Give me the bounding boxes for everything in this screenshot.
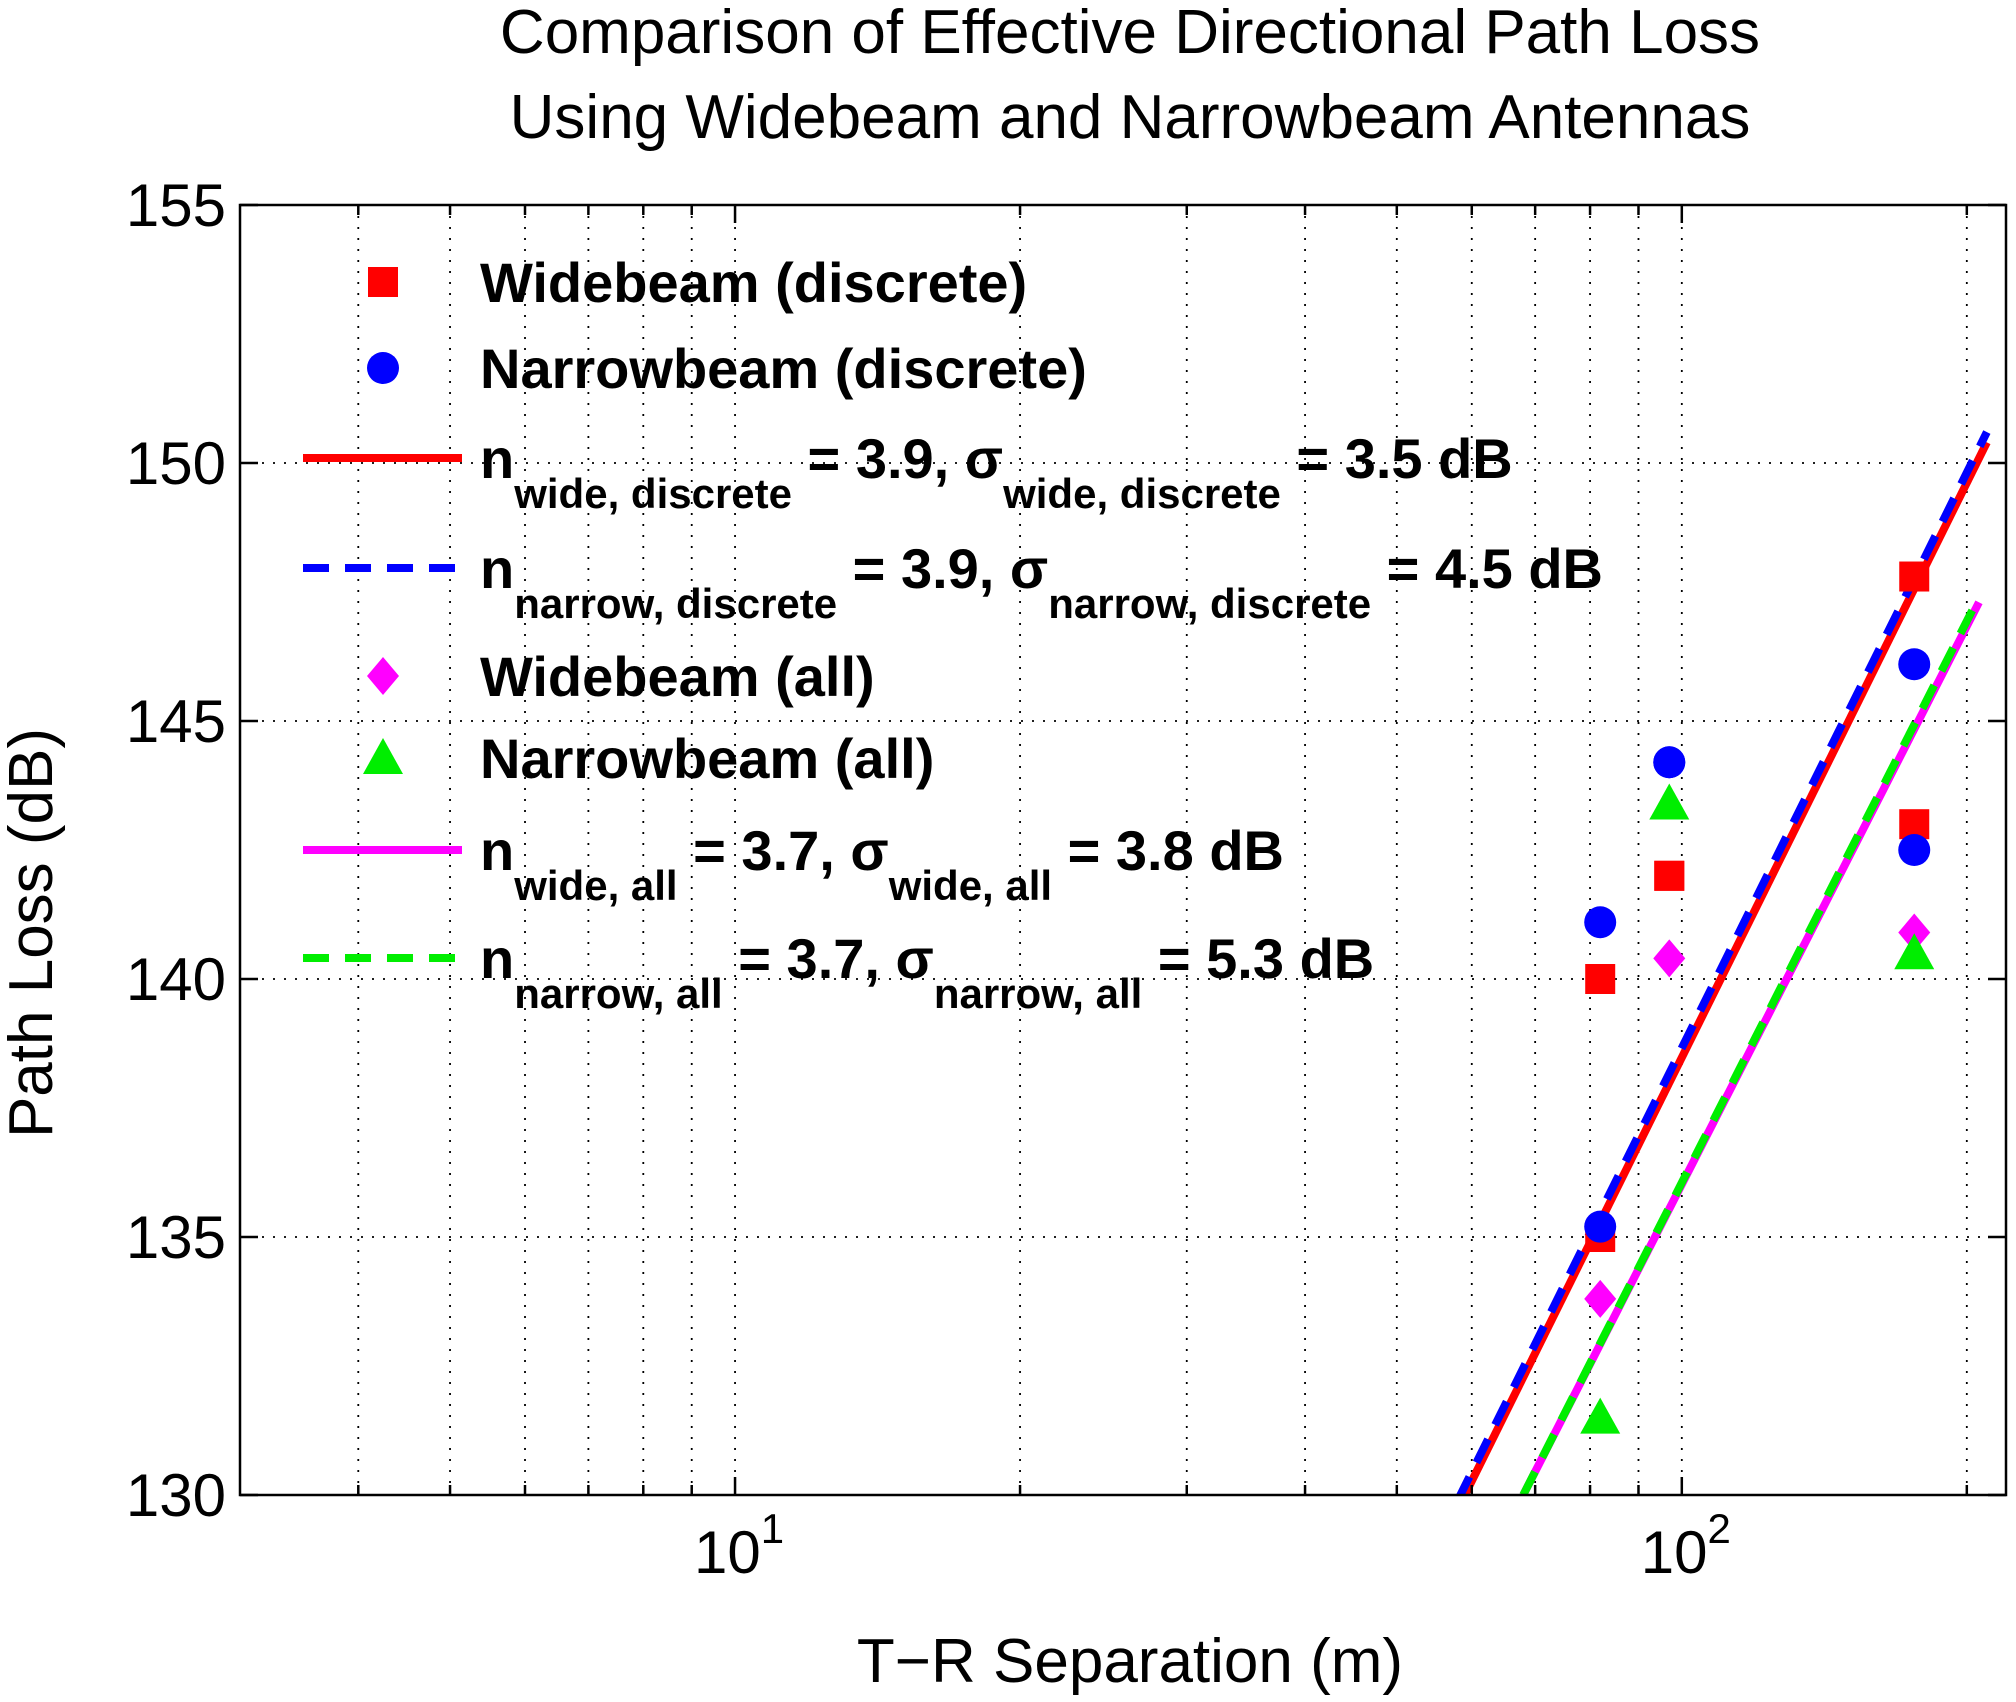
x-tick-label: 102 <box>1641 1505 1731 1586</box>
series-square <box>1585 561 1930 1252</box>
series-triangle <box>1580 783 1935 1434</box>
data-point-triangle <box>1894 933 1935 970</box>
legend-marker-square <box>368 267 398 297</box>
y-tick-label: 150 <box>126 430 226 497</box>
legend-entry: nnarrow, discrete = 3.9, σnarrow, discre… <box>303 537 1603 627</box>
y-tick-label: 130 <box>126 1462 226 1529</box>
chart-title-line-1: Comparison of Effective Directional Path… <box>500 0 1760 67</box>
data-point-square <box>1899 561 1930 592</box>
legend-entry: nwide, discrete = 3.9, σwide, discrete =… <box>303 427 1513 517</box>
plot-series <box>1455 430 1991 1495</box>
legend-entry: nwide, all = 3.7, σwide, all = 3.8 dB <box>303 819 1284 909</box>
legend-label: nnarrow, discrete = 3.9, σnarrow, discre… <box>480 537 1603 627</box>
data-point-circle <box>1653 746 1686 779</box>
data-point-square <box>1654 860 1685 891</box>
data-point-triangle <box>1649 783 1690 820</box>
legend-label: Widebeam (discrete) <box>480 251 1027 314</box>
x-axis-label: T−R Separation (m) <box>857 1627 1403 1696</box>
data-point-circle <box>1584 1210 1617 1243</box>
data-point-diamond <box>1584 1279 1617 1318</box>
legend-marker-triangle <box>363 738 403 774</box>
y-axis-label: Path Loss (dB) <box>0 728 66 1138</box>
data-point-circle <box>1584 906 1617 939</box>
legend-marker-circle <box>367 352 399 384</box>
legend-label: Narrowbeam (discrete) <box>480 337 1087 400</box>
data-point-circle <box>1898 648 1931 681</box>
legend-label: nwide, discrete = 3.9, σwide, discrete =… <box>480 427 1513 517</box>
legend-entry: Widebeam (all) <box>367 645 875 708</box>
plot-frame <box>238 203 2008 1497</box>
legend-entry: Narrowbeam (discrete) <box>367 337 1087 400</box>
y-tick-label: 155 <box>126 172 226 239</box>
chart-title-line-2: Using Widebeam and Narrowbeam Antennas <box>510 83 1751 152</box>
x-tick-label: 101 <box>694 1505 784 1586</box>
data-point-triangle <box>1580 1397 1621 1434</box>
legend-label: Widebeam (all) <box>480 645 875 708</box>
data-point-diamond <box>1653 939 1686 978</box>
fit-line-solid-0 <box>1461 440 1991 1495</box>
axes: 130 135 140 145 150 155 101 102 <box>126 172 2008 1586</box>
legend-label: Narrowbeam (all) <box>480 727 934 790</box>
legend-label: nnarrow, all = 3.7, σnarrow, all = 5.3 d… <box>480 927 1374 1017</box>
y-tick-label: 140 <box>126 946 226 1013</box>
y-tick-label: 145 <box>126 688 226 755</box>
data-point-diamond <box>1898 913 1931 952</box>
series-diamond <box>1584 913 1931 1318</box>
y-tick-label: 135 <box>126 1204 226 1271</box>
data-point-square <box>1585 964 1616 994</box>
legend-entry: Widebeam (discrete) <box>368 251 1027 314</box>
legend-entry: nnarrow, all = 3.7, σnarrow, all = 5.3 d… <box>303 927 1374 1017</box>
legend-marker-diamond <box>367 657 399 695</box>
chart-title: Comparison of Effective Directional Path… <box>500 0 1760 152</box>
legend-entry: Narrowbeam (all) <box>363 727 934 790</box>
fit-line-dashed-2 <box>1455 430 1991 1495</box>
data-point-circle <box>1898 834 1931 866</box>
legend-label: nwide, all = 3.7, σwide, all = 3.8 dB <box>480 819 1284 909</box>
series-circle <box>1584 648 1931 1243</box>
fit-line-solid-1 <box>1519 600 1983 1495</box>
legend: Widebeam (discrete) Narrowbeam (discrete)… <box>303 251 1603 1017</box>
